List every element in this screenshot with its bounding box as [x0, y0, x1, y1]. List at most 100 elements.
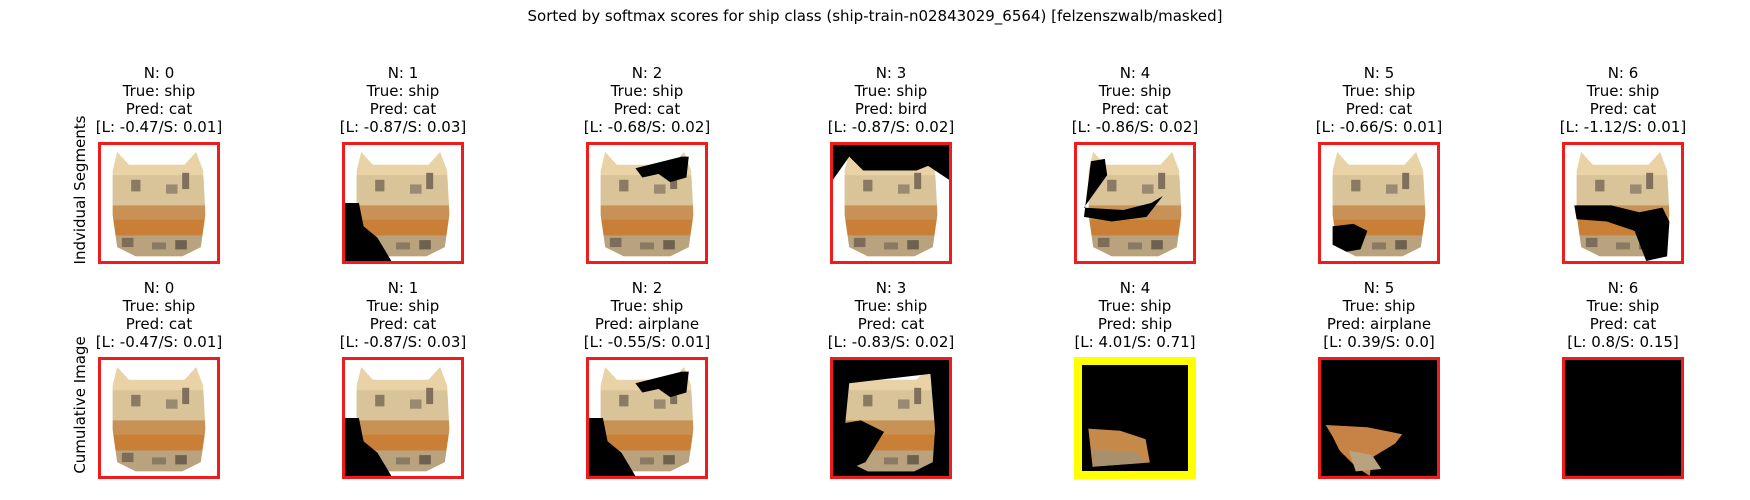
panel-cumulative-image-4: N: 4 True: ship Pred: ship [L: 4.01/S: 0.71…: [1040, 279, 1230, 479]
score-label: [L: -0.83/S: 0.02]: [827, 333, 955, 351]
panel-caption: N: 1 True: ship Pred: cat [L: -0.87/S: 0.03…: [308, 64, 498, 136]
panel-cumulative-image-0: N: 0 True: ship Pred: cat [L: -0.47/S: 0.01…: [64, 279, 254, 479]
masked-ship-image: [833, 145, 949, 257]
pred-label: Pred: cat: [857, 315, 925, 333]
panel-cumulative-image-3: N: 3 True: ship Pred: cat [L: -0.83/S: 0.02…: [796, 279, 986, 479]
score-label: [L: -0.87/S: 0.02]: [827, 118, 955, 136]
panel-individual-segments-0: N: 0 True: ship Pred: cat [L: -0.47/S: 0.01…: [64, 64, 254, 264]
score-label: [L: -0.47/S: 0.01]: [95, 333, 223, 351]
thumbnail: [830, 357, 952, 479]
thumbnail: [1562, 357, 1684, 479]
step-label: N: 2: [631, 279, 663, 297]
pred-label: Pred: airplane: [594, 315, 700, 333]
step-label: N: 1: [387, 64, 419, 82]
thumbnail: [342, 142, 464, 264]
step-label: N: 6: [1607, 64, 1639, 82]
pred-label: Pred: cat: [125, 315, 193, 333]
step-label: N: 4: [1119, 279, 1151, 297]
thumbnail: [586, 357, 708, 479]
score-label: [L: -0.87/S: 0.03]: [339, 333, 467, 351]
true-label: True: ship: [366, 82, 440, 100]
thumbnail: [1318, 357, 1440, 479]
score-label: [L: -1.12/S: 0.01]: [1559, 118, 1687, 136]
panel-individual-segments-4: N: 4 True: ship Pred: cat [L: -0.86/S: 0.02…: [1040, 64, 1230, 264]
true-label: True: ship: [610, 82, 684, 100]
panel-individual-segments-6: N: 6 True: ship Pred: cat [L: -1.12/S: 0.01…: [1528, 64, 1718, 264]
panel-caption: N: 6 True: ship Pred: cat [L: 0.8/S: 0.15]: [1528, 279, 1718, 351]
masked-ship-image: [589, 366, 694, 476]
true-label: True: ship: [1098, 82, 1172, 100]
panel-caption: N: 6 True: ship Pred: cat [L: -1.12/S: 0.01…: [1528, 64, 1718, 136]
thumbnail: [98, 357, 220, 479]
row-label-individual-segments: Indvidual Segments: [71, 115, 89, 265]
pred-label: Pred: bird: [854, 100, 928, 118]
panel-caption: N: 5 True: ship Pred: airplane [L: 0.39/S: …: [1284, 279, 1474, 351]
panel-caption: N: 3 True: ship Pred: cat [L: -0.83/S: 0.02…: [796, 279, 986, 351]
panel-cumulative-image-6: N: 6 True: ship Pred: cat [L: 0.8/S: 0.15]: [1528, 279, 1718, 479]
true-label: True: ship: [366, 297, 440, 315]
masked-ship-image: [345, 151, 450, 261]
pred-label: Pred: cat: [1589, 100, 1657, 118]
score-label: [L: -0.66/S: 0.01]: [1315, 118, 1443, 136]
score-label: [L: 4.01/S: 0.71]: [1074, 333, 1196, 351]
thumbnail: [1074, 142, 1196, 264]
true-label: True: ship: [122, 82, 196, 100]
step-label: N: 6: [1607, 279, 1639, 297]
panel-individual-segments-3: N: 3 True: ship Pred: bird [L: -0.87/S: 0.0…: [796, 64, 986, 264]
true-label: True: ship: [1586, 82, 1660, 100]
masked-ship-image: [345, 366, 450, 476]
thumbnail: [1318, 142, 1440, 264]
masked-ship-image: [1083, 151, 1182, 257]
true-label: True: ship: [122, 297, 196, 315]
panel-caption: N: 3 True: ship Pred: bird [L: -0.87/S: 0.0…: [796, 64, 986, 136]
score-label: [L: -0.86/S: 0.02]: [1071, 118, 1199, 136]
panel-caption: N: 0 True: ship Pred: cat [L: -0.47/S: 0.01…: [64, 279, 254, 351]
step-label: N: 5: [1363, 279, 1395, 297]
masked-ship-image: [1082, 365, 1188, 471]
thumbnail: [1562, 142, 1684, 264]
panel-cumulative-image-2: N: 2 True: ship Pred: airplane [L: -0.55/S:…: [552, 279, 742, 479]
pred-label: Pred: cat: [369, 100, 437, 118]
true-label: True: ship: [1342, 297, 1416, 315]
pred-label: Pred: cat: [1589, 315, 1657, 333]
masked-ship-image: [112, 151, 206, 257]
row-label-cumulative-image: Cumulative Image: [71, 336, 89, 474]
panel-caption: N: 5 True: ship Pred: cat [L: -0.66/S: 0.01…: [1284, 64, 1474, 136]
step-label: N: 3: [875, 64, 907, 82]
step-label: N: 0: [143, 64, 175, 82]
true-label: True: ship: [610, 297, 684, 315]
pred-label: Pred: ship: [1097, 315, 1173, 333]
panel-individual-segments-1: N: 1 True: ship Pred: cat [L: -0.87/S: 0.03…: [308, 64, 498, 264]
masked-ship-image: [1332, 151, 1426, 257]
true-label: True: ship: [1342, 82, 1416, 100]
step-label: N: 0: [143, 279, 175, 297]
panel-caption: N: 2 True: ship Pred: cat [L: -0.68/S: 0.02…: [552, 64, 742, 136]
thumbnail: [342, 357, 464, 479]
thumbnail: [830, 142, 952, 264]
pred-label: Pred: cat: [1345, 100, 1413, 118]
step-label: N: 5: [1363, 64, 1395, 82]
panel-individual-segments-5: N: 5 True: ship Pred: cat [L: -0.66/S: 0.01…: [1284, 64, 1474, 264]
score-label: [L: 0.39/S: 0.0]: [1323, 333, 1435, 351]
score-label: [L: 0.8/S: 0.15]: [1567, 333, 1679, 351]
true-label: True: ship: [1586, 297, 1660, 315]
panel-caption: N: 4 True: ship Pred: cat [L: -0.86/S: 0.02…: [1040, 64, 1230, 136]
true-label: True: ship: [1098, 297, 1172, 315]
score-label: [L: -0.87/S: 0.03]: [339, 118, 467, 136]
pred-label: Pred: airplane: [1326, 315, 1432, 333]
true-label: True: ship: [854, 297, 928, 315]
panel-cumulative-image-5: N: 5 True: ship Pred: airplane [L: 0.39/S: …: [1284, 279, 1474, 479]
score-label: [L: -0.55/S: 0.01]: [583, 333, 711, 351]
panel-individual-segments-2: N: 2 True: ship Pred: cat [L: -0.68/S: 0.02…: [552, 64, 742, 264]
masked-ship-image: [112, 366, 206, 472]
step-label: N: 2: [631, 64, 663, 82]
masked-ship-image: [1574, 151, 1670, 261]
true-label: True: ship: [854, 82, 928, 100]
panel-caption: N: 4 True: ship Pred: ship [L: 4.01/S: 0.71…: [1040, 279, 1230, 351]
step-label: N: 1: [387, 279, 419, 297]
masked-ship-image: [833, 360, 949, 476]
score-label: [L: -0.47/S: 0.01]: [95, 118, 223, 136]
thumbnail: [586, 142, 708, 264]
highlighted-thumbnail: [1074, 357, 1196, 479]
pred-label: Pred: cat: [1101, 100, 1169, 118]
